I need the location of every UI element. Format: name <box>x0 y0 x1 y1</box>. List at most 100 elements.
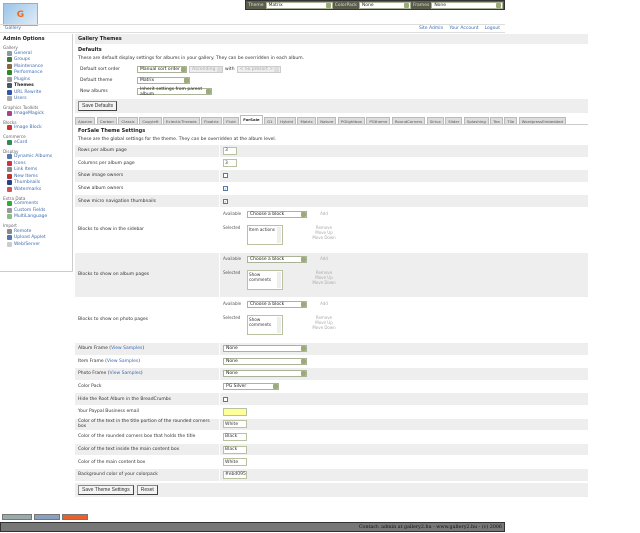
logout-link[interactable]: Logout <box>484 26 500 31</box>
tab-classic[interactable]: Classic <box>118 117 138 124</box>
your-account-link[interactable]: Your Account <box>449 26 479 31</box>
sidebar-item[interactable]: URL Rewrite <box>3 89 69 96</box>
frames-select[interactable]: None <box>431 1 503 9</box>
sidebar-item[interactable]: Users <box>3 96 69 103</box>
checkbox[interactable]: ✓ <box>223 198 228 204</box>
sidebar-item[interactable]: Dynamic Albums <box>3 154 69 161</box>
sidebar-item[interactable]: Themes <box>3 83 69 90</box>
view-samples-link[interactable]: View Samples <box>111 346 143 352</box>
text-input[interactable]: #ebd095 <box>223 470 247 479</box>
remove-button[interactable]: Remove <box>315 314 333 320</box>
add-button[interactable]: Add <box>320 255 328 261</box>
tab-hybrid[interactable]: Hybrid <box>277 117 296 124</box>
colorpack-select[interactable]: None <box>358 1 411 9</box>
tab-splashing[interactable]: Splashing <box>463 117 489 124</box>
tab-forsale[interactable]: ForSale <box>240 115 263 124</box>
tab-pglightbox[interactable]: PGlightbox <box>337 117 365 124</box>
select[interactable]: None <box>223 357 307 365</box>
xhtml-badge-icon[interactable] <box>2 514 32 520</box>
select[interactable]: PG Silver <box>223 383 279 391</box>
tab-floatrix[interactable]: Floatrix <box>201 117 222 124</box>
tab-matrix[interactable]: Matrix <box>297 117 316 124</box>
sidebar-item[interactable]: Performance <box>3 70 69 77</box>
tab-nature[interactable]: Nature <box>317 117 337 124</box>
tab-copyleft[interactable]: Copyleft <box>139 117 162 124</box>
sidebar-item[interactable]: Maintenance <box>3 63 69 70</box>
sidebar-item[interactable]: Upload Applet <box>3 235 69 242</box>
sidebar-item[interactable]: MultiLanguage <box>3 214 69 221</box>
new-albums-select[interactable]: Inherit settings from parent album <box>137 87 212 97</box>
text-input[interactable]: White <box>223 420 247 429</box>
tab-roundcorners[interactable]: RoundCorners <box>391 117 426 124</box>
tab-carbon[interactable]: Carbon <box>96 117 117 124</box>
move-down-button[interactable]: Move Down <box>312 234 336 240</box>
checkbox[interactable] <box>223 396 228 402</box>
selected-blocks-list[interactable]: Item actions <box>247 224 283 245</box>
select[interactable]: Choose a block <box>247 210 307 218</box>
sidebar-item[interactable]: Icons <box>3 160 69 167</box>
move-down-button[interactable]: Move Down <box>312 324 336 330</box>
view-samples-link[interactable]: View Samples <box>109 371 141 377</box>
add-button[interactable]: Add <box>320 300 328 306</box>
site-admin-link[interactable]: Site Admin <box>418 26 444 31</box>
select[interactable]: None <box>223 345 307 353</box>
selected-blocks-list[interactable]: Show comments <box>247 269 283 290</box>
checkbox[interactable] <box>223 173 228 179</box>
sidebar-item[interactable]: General <box>3 50 69 57</box>
sidebar-item[interactable]: Link Items <box>3 167 69 174</box>
breadcrumb-gallery[interactable]: Gallery <box>5 26 22 31</box>
tab-tile[interactable]: Tile <box>504 117 518 124</box>
reset-button[interactable]: Reset <box>136 484 158 495</box>
select[interactable]: None <box>223 370 307 378</box>
sort-order-select[interactable]: Manual sort order <box>137 66 187 73</box>
list-item[interactable]: Show comments <box>249 316 272 327</box>
sidebar-item[interactable]: Thumbnails <box>3 180 69 187</box>
text-input[interactable]: 3 <box>223 146 237 155</box>
text-input[interactable]: 3 <box>223 159 237 168</box>
move-up-button[interactable]: Move Up <box>315 229 333 235</box>
text-input[interactable]: Black <box>223 432 247 441</box>
sidebar-item[interactable]: Groups <box>3 57 69 64</box>
tab-eclecticthreads[interactable]: EclecticThreads <box>163 117 200 124</box>
rss-badge-icon[interactable] <box>62 514 88 520</box>
select[interactable]: Choose a block <box>247 300 307 308</box>
selected-blocks-list[interactable]: Show comments <box>247 314 283 335</box>
remove-button[interactable]: Remove <box>315 269 333 275</box>
text-input[interactable]: White <box>223 458 247 467</box>
tab-g1[interactable]: G1 <box>264 117 276 124</box>
tab-ajaxian[interactable]: Ajaxian <box>75 117 96 124</box>
move-up-button[interactable]: Move Up <box>315 274 333 280</box>
text-input[interactable] <box>223 407 247 416</box>
theme-select[interactable]: Matrix <box>265 1 333 9</box>
sidebar-item[interactable]: Watermarks <box>3 186 69 193</box>
sidebar-item[interactable]: eCard <box>3 139 69 146</box>
list-item[interactable]: Item actions <box>249 226 275 232</box>
sidebar-item[interactable]: Remote <box>3 228 69 235</box>
tab-wordpressembedded[interactable]: WordpressEmbedded <box>518 117 566 124</box>
tab-pgtheme[interactable]: PGtheme <box>366 117 391 124</box>
sidebar-item[interactable]: Image Block <box>3 125 69 132</box>
move-up-button[interactable]: Move Up <box>315 319 333 325</box>
gallery-badge-icon[interactable] <box>34 514 60 520</box>
default-theme-select[interactable]: Matrix <box>137 77 190 84</box>
save-theme-settings-button[interactable]: Save Theme Settings <box>78 484 134 495</box>
sidebar-item[interactable]: Comments <box>3 201 69 208</box>
remove-button[interactable]: Remove <box>315 224 333 230</box>
tab-tea[interactable]: Tea <box>490 117 503 124</box>
view-samples-link[interactable]: View Samples <box>106 358 139 364</box>
save-defaults-button[interactable]: Save Defaults <box>78 101 118 111</box>
tab-fluid[interactable]: Fluid <box>223 117 239 124</box>
checkbox[interactable]: ✓ <box>223 186 228 192</box>
list-item[interactable]: Show comments <box>249 271 272 282</box>
sidebar-item[interactable]: Custom Fields <box>3 207 69 214</box>
select[interactable]: Choose a block <box>247 255 307 263</box>
gallery-logo[interactable]: G <box>3 3 38 26</box>
sidebar-item[interactable]: Plugins <box>3 76 69 83</box>
add-button[interactable]: Add <box>320 210 328 216</box>
sidebar-item[interactable]: New Items <box>3 173 69 180</box>
tab-siriux[interactable]: Siriux <box>426 117 444 124</box>
tab-slider[interactable]: Slider <box>445 117 463 124</box>
sidebar-item[interactable]: ImageMagick <box>3 110 69 117</box>
move-down-button[interactable]: Move Down <box>312 279 336 285</box>
text-input[interactable]: Black <box>223 445 247 454</box>
